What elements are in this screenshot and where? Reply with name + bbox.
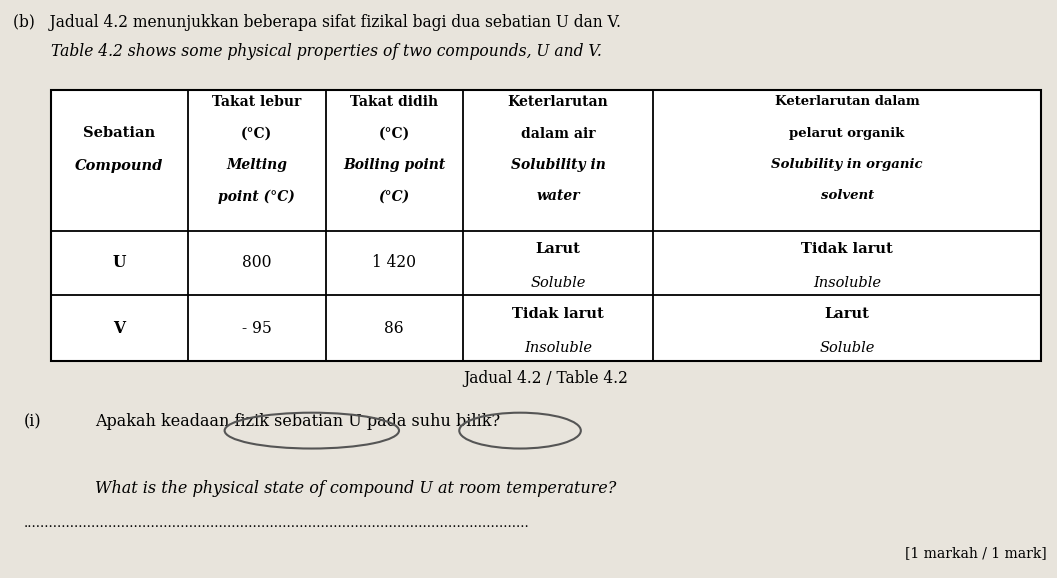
Text: Apakah keadaan fizik sebatian U pada suhu bilik?: Apakah keadaan fizik sebatian U pada suh… bbox=[95, 413, 500, 430]
Bar bbox=[51, 90, 1041, 361]
Text: ................................................................................: ........................................… bbox=[23, 517, 528, 530]
Text: dalam air: dalam air bbox=[521, 127, 595, 140]
Text: solvent: solvent bbox=[820, 189, 874, 202]
Text: (°C): (°C) bbox=[378, 189, 410, 203]
Text: Compound: Compound bbox=[75, 159, 164, 173]
Text: Larut: Larut bbox=[536, 242, 580, 255]
Text: (b)   Jadual 4.2 menunjukkan beberapa sifat fizikal bagi dua sebatian U dan V.: (b) Jadual 4.2 menunjukkan beberapa sifa… bbox=[13, 14, 620, 31]
Text: Takat lebur: Takat lebur bbox=[212, 95, 301, 109]
Text: Jadual 4.2 / Table 4.2: Jadual 4.2 / Table 4.2 bbox=[464, 370, 628, 387]
Text: Insoluble: Insoluble bbox=[524, 341, 592, 355]
Text: Keterlarutan: Keterlarutan bbox=[507, 95, 609, 109]
Text: Solubility in: Solubility in bbox=[511, 158, 606, 172]
Text: 1 420: 1 420 bbox=[372, 254, 416, 272]
Text: Melting: Melting bbox=[226, 158, 288, 172]
Text: Tidak larut: Tidak larut bbox=[801, 242, 893, 255]
Text: water: water bbox=[536, 189, 580, 203]
Text: Soluble: Soluble bbox=[819, 341, 875, 355]
Text: Takat didih: Takat didih bbox=[350, 95, 439, 109]
Text: 800: 800 bbox=[242, 254, 272, 272]
Text: point (°C): point (°C) bbox=[219, 189, 295, 203]
Text: (°C): (°C) bbox=[378, 127, 410, 140]
Text: V: V bbox=[113, 320, 126, 336]
Text: 86: 86 bbox=[385, 320, 404, 336]
Text: Solubility in organic: Solubility in organic bbox=[772, 158, 923, 171]
Text: Soluble: Soluble bbox=[531, 276, 586, 290]
Text: Sebatian: Sebatian bbox=[84, 126, 155, 140]
Text: What is the physical state of compound U at room temperature?: What is the physical state of compound U… bbox=[95, 480, 616, 497]
Text: Insoluble: Insoluble bbox=[813, 276, 882, 290]
Text: Boiling point: Boiling point bbox=[344, 158, 445, 172]
Text: Table 4.2 shows some physical properties of two compounds, U and V.: Table 4.2 shows some physical properties… bbox=[51, 43, 601, 60]
Text: (i): (i) bbox=[23, 413, 41, 430]
Text: pelarut organik: pelarut organik bbox=[790, 127, 905, 140]
Text: Keterlarutan dalam: Keterlarutan dalam bbox=[775, 95, 920, 108]
Text: [1 markah / 1 mark]: [1 markah / 1 mark] bbox=[905, 546, 1046, 560]
Text: Larut: Larut bbox=[824, 306, 870, 321]
Text: U: U bbox=[113, 254, 126, 272]
Text: (°C): (°C) bbox=[241, 127, 273, 140]
Text: - 95: - 95 bbox=[242, 320, 272, 336]
Text: Tidak larut: Tidak larut bbox=[513, 306, 604, 321]
